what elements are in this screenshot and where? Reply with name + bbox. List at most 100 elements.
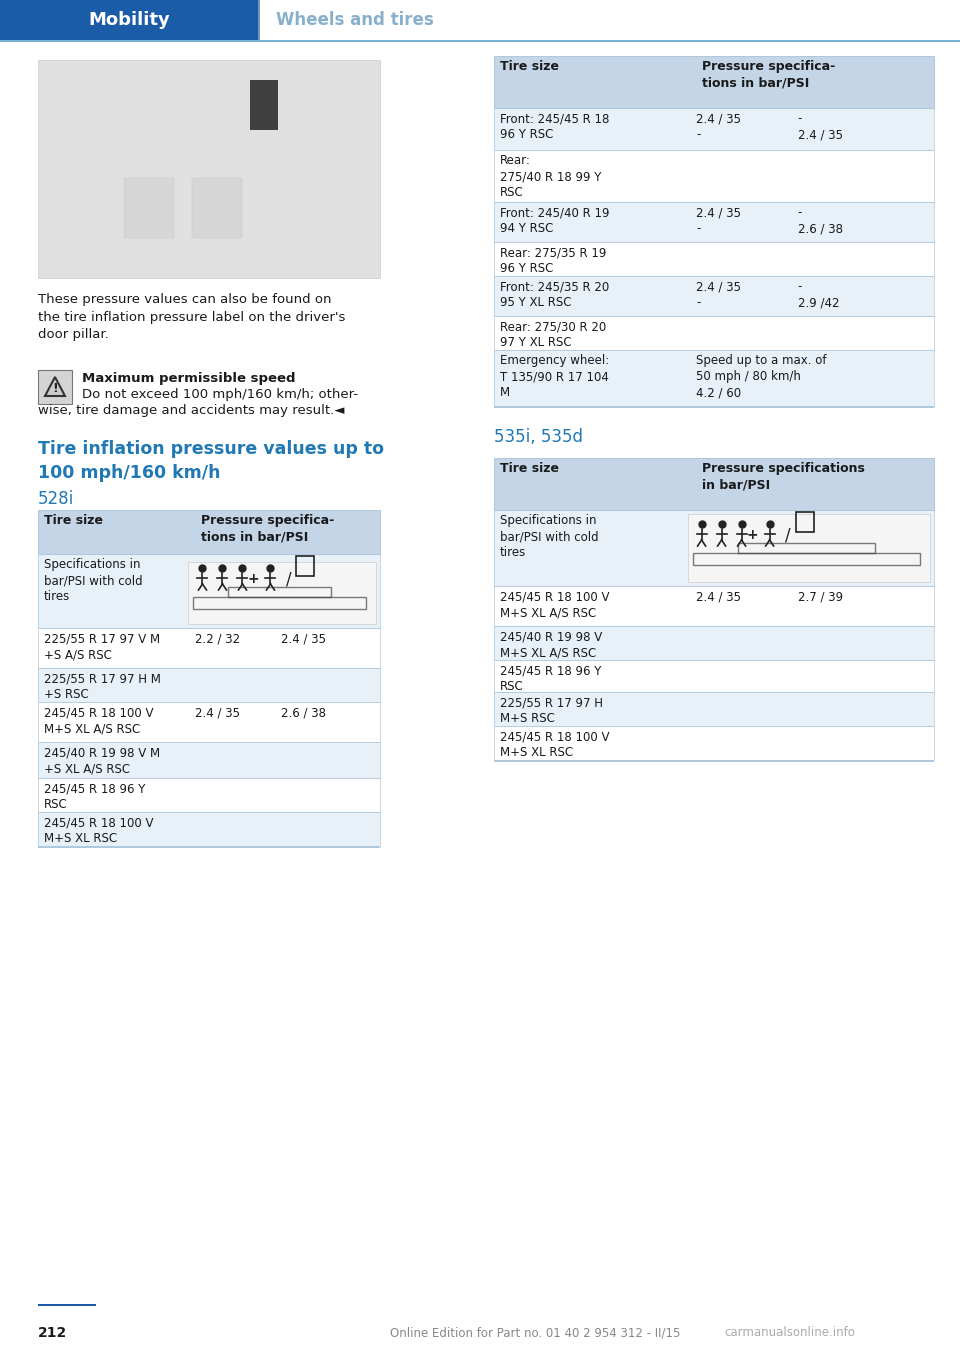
Text: Emergency wheel:
T 135/90 R 17 104
M: Emergency wheel: T 135/90 R 17 104 M: [500, 354, 610, 399]
Text: wise, tire damage and accidents may result.◄: wise, tire damage and accidents may resu…: [38, 405, 345, 417]
Text: !: !: [52, 381, 58, 395]
Text: /: /: [784, 526, 790, 543]
Bar: [38, 370, 72, 405]
Bar: [494, 202, 934, 242]
Bar: [494, 661, 934, 692]
Text: +: +: [747, 528, 758, 542]
Text: 2.4 / 35: 2.4 / 35: [696, 281, 741, 293]
Bar: [124, 178, 174, 238]
Text: Do not exceed 100 mph/160 km/h; other-: Do not exceed 100 mph/160 km/h; other-: [82, 388, 358, 400]
Bar: [494, 586, 934, 627]
Text: 2.6 / 38: 2.6 / 38: [281, 706, 325, 719]
Text: 245/40 R 19 98 V M
+S XL A/S RSC: 245/40 R 19 98 V M +S XL A/S RSC: [44, 746, 160, 775]
Text: Pressure specifica-
tions in bar/PSI: Pressure specifica- tions in bar/PSI: [703, 60, 835, 89]
Bar: [38, 667, 380, 701]
Bar: [494, 692, 934, 726]
Bar: [258, 0, 260, 39]
Text: 2.2 / 32: 2.2 / 32: [195, 632, 240, 646]
Bar: [188, 563, 376, 624]
Bar: [494, 627, 934, 661]
Bar: [494, 150, 934, 202]
Bar: [38, 1303, 96, 1306]
Bar: [687, 513, 930, 582]
Bar: [38, 701, 380, 742]
Text: -: -: [696, 296, 701, 309]
Bar: [494, 627, 934, 661]
Bar: [38, 667, 380, 701]
Bar: [38, 778, 380, 812]
Bar: [494, 350, 934, 406]
Bar: [494, 56, 934, 108]
Bar: [38, 554, 380, 628]
Bar: [0, 39, 960, 42]
Text: 245/45 R 18 100 V
M+S XL RSC: 245/45 R 18 100 V M+S XL RSC: [44, 816, 154, 844]
Bar: [38, 701, 380, 742]
Bar: [494, 242, 934, 276]
Bar: [38, 846, 380, 847]
Bar: [494, 242, 934, 276]
Bar: [494, 509, 934, 586]
Bar: [38, 742, 380, 778]
Bar: [494, 56, 934, 108]
Text: Pressure specifications
in bar/PSI: Pressure specifications in bar/PSI: [703, 462, 865, 490]
Bar: [494, 406, 934, 407]
Bar: [494, 586, 934, 627]
Text: Rear:
275/40 R 18 99 Y
RSC: Rear: 275/40 R 18 99 Y RSC: [500, 154, 601, 199]
Text: 535i, 535d: 535i, 535d: [494, 428, 583, 445]
Text: Wheels and tires: Wheels and tires: [276, 11, 434, 29]
Text: 2.4 / 35: 2.4 / 35: [696, 590, 741, 603]
Text: carmanualsonline.info: carmanualsonline.info: [724, 1327, 854, 1339]
Text: 245/40 R 19 98 V
M+S XL A/S RSC: 245/40 R 19 98 V M+S XL A/S RSC: [500, 631, 602, 659]
Bar: [0, 0, 258, 39]
Bar: [738, 543, 875, 553]
Text: -: -: [798, 281, 802, 293]
Text: Front: 245/40 R 19
94 Y RSC: Front: 245/40 R 19 94 Y RSC: [500, 206, 610, 236]
Text: Specifications in
bar/PSI with cold
tires: Specifications in bar/PSI with cold tire…: [500, 513, 599, 558]
Bar: [494, 692, 934, 726]
Text: 2.6 / 38: 2.6 / 38: [798, 222, 843, 236]
Bar: [38, 742, 380, 778]
Bar: [38, 812, 380, 846]
Text: Tire inflation pressure values up to
100 mph/160 km/h: Tire inflation pressure values up to 100…: [38, 440, 384, 482]
Bar: [38, 60, 380, 278]
Bar: [38, 628, 380, 667]
Text: Rear: 275/35 R 19
96 Y RSC: Rear: 275/35 R 19 96 Y RSC: [500, 247, 607, 275]
Bar: [228, 587, 331, 597]
Text: 225/55 R 17 97 V M
+S A/S RSC: 225/55 R 17 97 V M +S A/S RSC: [44, 632, 160, 661]
Bar: [494, 316, 934, 350]
Text: 225/55 R 17 97 H
M+S RSC: 225/55 R 17 97 H M+S RSC: [500, 696, 603, 725]
Text: 212: 212: [38, 1327, 67, 1340]
Text: Rear: 275/30 R 20
97 Y XL RSC: Rear: 275/30 R 20 97 Y XL RSC: [500, 320, 607, 349]
Text: 528i: 528i: [38, 490, 74, 508]
Bar: [0, 0, 960, 39]
Bar: [494, 458, 934, 509]
Bar: [38, 778, 380, 812]
Text: -: -: [798, 206, 802, 219]
Bar: [297, 556, 315, 576]
Text: Pressure specifica-
tions in bar/PSI: Pressure specifica- tions in bar/PSI: [202, 513, 335, 543]
Text: Online Edition for Part no. 01 40 2 954 312 - II/15: Online Edition for Part no. 01 40 2 954 …: [390, 1327, 681, 1339]
Text: +: +: [248, 572, 259, 586]
Bar: [192, 178, 242, 238]
Polygon shape: [45, 377, 65, 396]
Bar: [38, 509, 380, 554]
Text: 225/55 R 17 97 H M
+S RSC: 225/55 R 17 97 H M +S RSC: [44, 671, 161, 701]
Bar: [494, 726, 934, 760]
Bar: [194, 597, 366, 609]
Text: -: -: [696, 222, 701, 236]
Text: 2.4 / 35: 2.4 / 35: [281, 632, 325, 646]
Text: 245/45 R 18 96 Y
RSC: 245/45 R 18 96 Y RSC: [44, 782, 145, 810]
Bar: [38, 812, 380, 846]
Bar: [494, 202, 934, 242]
Bar: [692, 553, 920, 565]
Text: -: -: [798, 112, 802, 125]
Bar: [494, 458, 934, 509]
Text: 2.4 / 35: 2.4 / 35: [696, 112, 741, 125]
Bar: [494, 108, 934, 150]
Bar: [38, 628, 380, 667]
Text: Tire size: Tire size: [500, 462, 559, 475]
Text: 245/45 R 18 100 V
M+S XL A/S RSC: 245/45 R 18 100 V M+S XL A/S RSC: [500, 590, 610, 618]
Text: Front: 245/35 R 20
95 Y XL RSC: Front: 245/35 R 20 95 Y XL RSC: [500, 281, 610, 309]
Text: 245/45 R 18 100 V
M+S XL A/S RSC: 245/45 R 18 100 V M+S XL A/S RSC: [44, 706, 154, 735]
Text: 2.9 /42: 2.9 /42: [798, 296, 839, 309]
